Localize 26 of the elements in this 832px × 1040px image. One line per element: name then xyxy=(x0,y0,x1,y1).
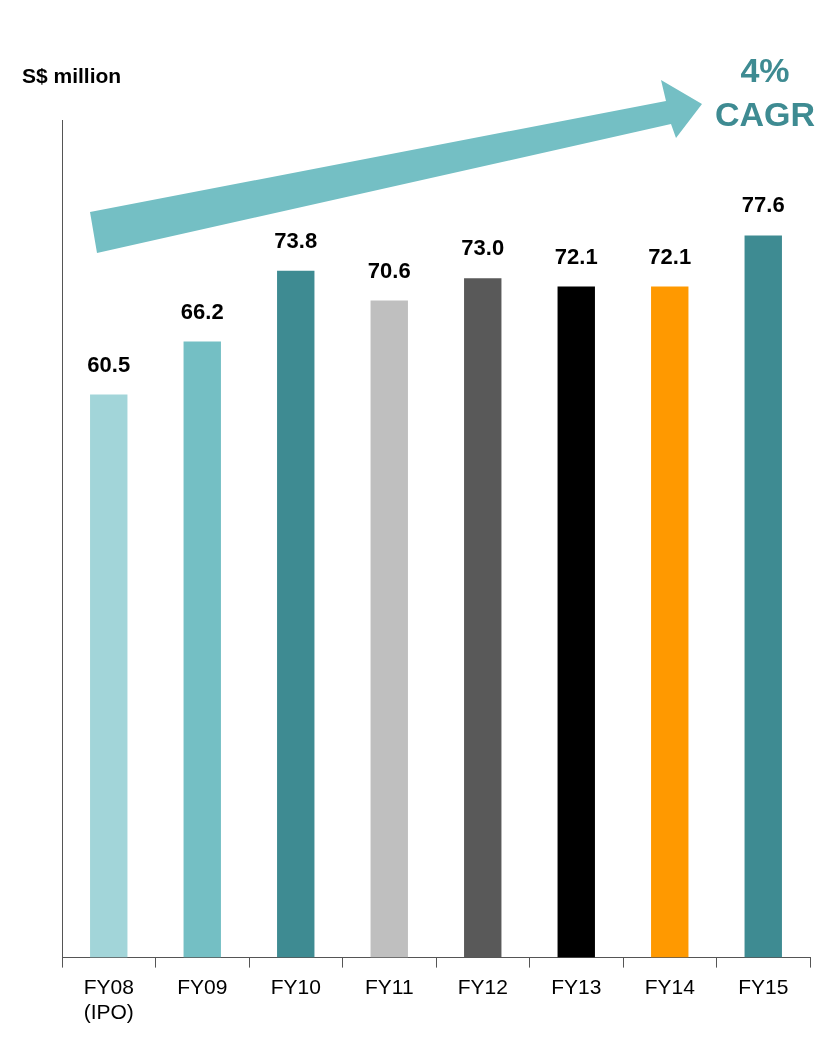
data-label: 73.8 xyxy=(274,227,318,253)
data-label: 77.6 xyxy=(741,192,785,218)
bar xyxy=(90,394,128,958)
data-label: 70.6 xyxy=(367,257,411,283)
bar xyxy=(183,341,221,958)
x-tick-label: FY15 xyxy=(738,975,789,998)
x-tick-label: FY08 (IPO) xyxy=(83,975,134,1024)
bar xyxy=(277,270,315,958)
x-tick-label: FY14 xyxy=(644,975,696,998)
data-label: 72.1 xyxy=(554,243,598,269)
data-label: 73.0 xyxy=(461,235,505,261)
bar xyxy=(370,300,408,958)
bar xyxy=(557,286,595,958)
bar xyxy=(651,286,689,958)
y-axis-title: S$ million xyxy=(22,64,122,88)
data-label: 60.5 xyxy=(87,351,131,377)
data-label: 66.2 xyxy=(180,298,224,324)
x-tick-label: FY11 xyxy=(364,975,414,998)
bar xyxy=(744,235,782,958)
x-tick-label: FY13 xyxy=(551,975,602,998)
x-tick-label: FY12 xyxy=(457,975,508,998)
x-tick-label: FY09 xyxy=(177,975,228,998)
x-tick-label: FY10 xyxy=(270,975,321,998)
data-label: 72.1 xyxy=(648,243,692,269)
annotation: 4% CAGR xyxy=(713,50,817,136)
bar xyxy=(464,278,502,958)
